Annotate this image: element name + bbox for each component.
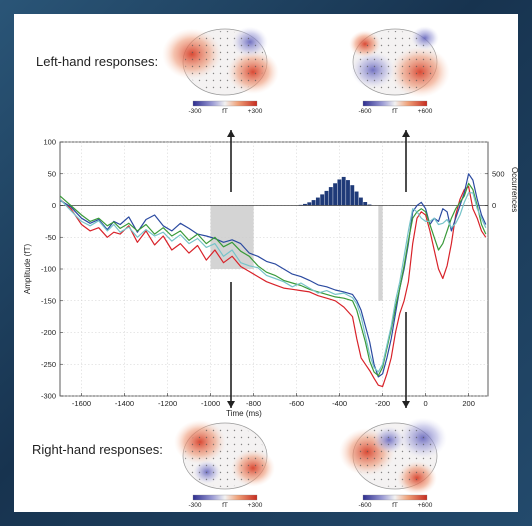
series-line-cyan (60, 192, 487, 373)
histogram-bar (358, 197, 363, 206)
histogram-bar (354, 191, 359, 206)
colorbar-unit: fT (392, 108, 398, 115)
gridlines (60, 141, 488, 397)
y-tick-label: -200 (41, 328, 56, 337)
histogram-bar (320, 194, 325, 206)
x-tick-label: -1200 (158, 399, 177, 408)
left-hand-caption: Left-hand responses: (36, 54, 159, 69)
histogram-bar (311, 200, 316, 206)
sensor-dots (185, 31, 265, 93)
y-tick-label: -100 (41, 265, 56, 274)
colorbar-max: +600 (418, 502, 433, 509)
x-tick-label: -200 (375, 399, 390, 408)
colorbar-unit: fT (222, 108, 228, 115)
y-axis-label: Amplitude (fT) (23, 244, 32, 295)
histogram-bar (341, 176, 346, 206)
y2-axis-label: Occurrences (510, 167, 518, 212)
y-tick-label: 0 (52, 201, 56, 210)
arrow-head (227, 130, 235, 137)
series-line-green (60, 182, 487, 377)
colorbar-max: +300 (248, 502, 263, 509)
colorbar-min: -300 (188, 108, 201, 115)
histogram-bar (346, 180, 350, 206)
arrow-head (402, 130, 410, 137)
x-tick-label: -800 (246, 399, 261, 408)
x-tick-label: 200 (462, 399, 475, 408)
x-tick-label: -1000 (201, 399, 220, 408)
colorbar (362, 100, 428, 107)
sensor-dots (185, 425, 265, 487)
histogram-bar (337, 179, 342, 206)
shaded-window (210, 205, 254, 269)
y-tick-label: -50 (45, 233, 56, 242)
histogram-bar (315, 197, 320, 206)
histogram-bar (324, 190, 329, 206)
x-tick-label: 0 (424, 399, 428, 408)
x-tick-label: -400 (332, 399, 347, 408)
histogram-bar (303, 203, 307, 206)
right-hand-caption: Right-hand responses: (32, 442, 163, 457)
histogram-bar (333, 183, 338, 206)
colorbar (192, 100, 258, 107)
shaded-windows (210, 205, 383, 301)
histogram-bar (350, 185, 355, 206)
head-map-bottomleft: -300 fT +300 (174, 419, 275, 509)
y-axis: 100 50 0 -50 -100 -150 -200 -250 -300 (41, 138, 63, 401)
colorbar-min: -600 (358, 108, 371, 115)
x-tick-label: -1400 (115, 399, 134, 408)
x-axis: -1600 -1400 -1200 -1000 -800 -600 -400 -200 0 200 (72, 393, 475, 408)
figure: -300 fT +300 -600 fT +600 -300 fT +300 -600 fT +600… (23, 26, 518, 509)
y-tick-label: 100 (43, 138, 56, 147)
colorbar-unit: fT (392, 502, 398, 509)
head-map-bottomright: -600 fT +600 (339, 417, 447, 509)
series-line-blue (60, 173, 487, 378)
head-map-topright: -600 fT +600 (349, 26, 450, 115)
colorbar-max: +600 (418, 108, 433, 115)
colorbar-max: +300 (248, 108, 263, 115)
series-line-red (60, 185, 487, 388)
histogram (298, 176, 372, 206)
y-tick-label: -250 (41, 360, 56, 369)
arrow-head (402, 401, 410, 408)
histogram-bar (328, 187, 333, 206)
colorbar-unit: fT (222, 502, 228, 509)
colorbar (192, 494, 258, 501)
sensor-dots (355, 31, 435, 93)
y-tick-label: -300 (41, 392, 56, 401)
arrows (227, 130, 410, 408)
figure-panel: Left-hand responses: Right-hand response… (14, 14, 518, 512)
colorbar (362, 494, 428, 501)
y2-axis: 500 0 (485, 169, 505, 210)
arrow-head (227, 401, 235, 408)
y-tick-label: 50 (48, 169, 56, 178)
y2-tick-label: 500 (492, 169, 505, 178)
x-tick-label: -600 (289, 399, 304, 408)
y-tick-label: -150 (41, 296, 56, 305)
colorbar-min: -600 (358, 502, 371, 509)
head-map-topleft: -300 fT +300 (162, 26, 279, 115)
colorbar-min: -300 (188, 502, 201, 509)
traces (60, 173, 487, 388)
sensor-dots (355, 425, 435, 487)
x-axis-label: Time (ms) (226, 409, 262, 418)
histogram-bar (307, 202, 312, 206)
x-tick-label: -1600 (72, 399, 91, 408)
y2-tick-label: 0 (492, 201, 496, 210)
histogram-bar (367, 204, 372, 206)
shaded-window (378, 205, 383, 301)
histogram-bar (363, 202, 368, 206)
